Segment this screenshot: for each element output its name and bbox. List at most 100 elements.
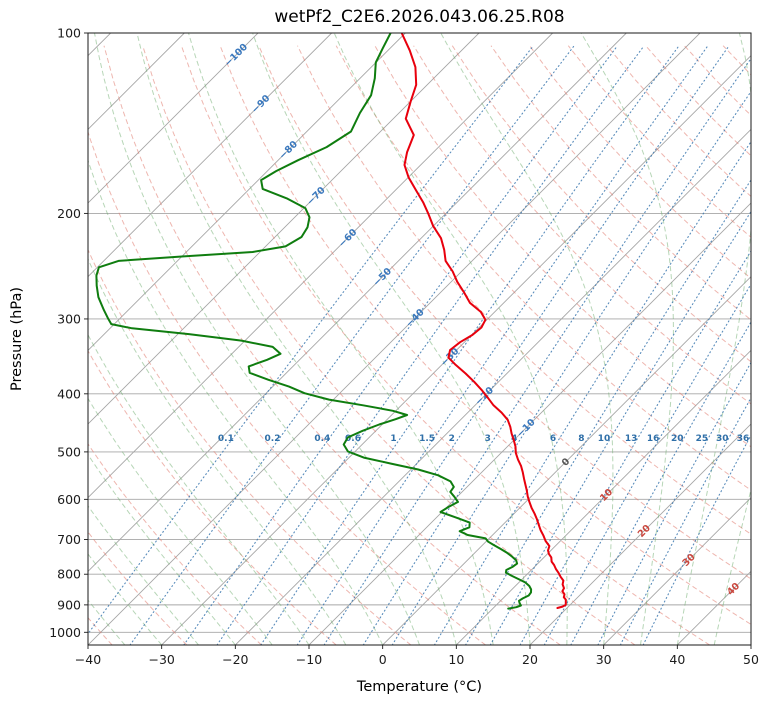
mixing-ratio-label: 1.5 bbox=[419, 434, 435, 444]
isotherm-label: −70 bbox=[305, 185, 328, 208]
dry-adiabat-line bbox=[258, 45, 751, 580]
isotherm-line bbox=[88, 33, 406, 351]
isotherm-line bbox=[308, 202, 751, 645]
isotherm-line bbox=[88, 33, 259, 204]
mixing-ratio-label: 0.4 bbox=[314, 434, 330, 444]
dry-adiabat-line bbox=[88, 349, 337, 645]
y-axis-label: Pressure (hPa) bbox=[9, 287, 25, 391]
isotherm-line bbox=[603, 497, 751, 645]
isotherm-label: 40 bbox=[725, 581, 742, 598]
mixing-ratio-label: 13 bbox=[625, 434, 638, 444]
mixing-ratio-line bbox=[88, 45, 534, 635]
mixing-ratio-label: 0.2 bbox=[265, 434, 281, 444]
isotherm-line bbox=[750, 644, 751, 645]
mixing-ratio-line bbox=[296, 45, 709, 645]
mixing-ratio-line bbox=[183, 45, 619, 645]
y-tick-label: 700 bbox=[57, 532, 81, 547]
y-tick-label: 200 bbox=[57, 206, 81, 221]
axis-frame bbox=[87, 32, 752, 646]
moist-adiabat-line bbox=[713, 487, 751, 645]
mixing-ratio-label: 2 bbox=[449, 434, 455, 444]
mixing-ratio-label: 16 bbox=[647, 434, 660, 444]
temperature-line bbox=[400, 33, 567, 609]
mixing-ratio-label: 30 bbox=[716, 434, 729, 444]
mixing-ratio-label: 6 bbox=[550, 434, 556, 444]
isotherm-line bbox=[677, 570, 751, 645]
mixing-ratio-line bbox=[597, 361, 751, 645]
sounding-profiles bbox=[95, 33, 567, 610]
mixing-ratio-line bbox=[642, 433, 751, 645]
mixing-ratio-line bbox=[362, 57, 751, 645]
dry-adiabat-line bbox=[413, 45, 751, 405]
x-tick-label: −40 bbox=[75, 652, 101, 667]
isotherm-label: −90 bbox=[250, 93, 273, 116]
dry-adiabat-line bbox=[335, 45, 751, 491]
isotherm-line bbox=[88, 33, 701, 645]
mixing-ratio-line bbox=[464, 179, 751, 645]
mixing-ratio-line bbox=[129, 45, 575, 645]
axes: −40 −30 −20 −10 0 10 20 30 40 5010020030040050060… bbox=[9, 7, 759, 695]
isotherm-label: −60 bbox=[337, 227, 360, 250]
plot-labels: −100−90−80−70−60−50−40−30−20−10010203040… bbox=[218, 41, 749, 598]
x-tick-label: 50 bbox=[743, 652, 759, 667]
mixing-ratio-label: 0.6 bbox=[345, 434, 361, 444]
moist-adiabat-line bbox=[88, 257, 347, 645]
moist-adiabat-line bbox=[88, 333, 310, 645]
moist-adiabat-line bbox=[88, 453, 236, 645]
mixing-ratio-line bbox=[543, 283, 751, 645]
dry-adiabat-line bbox=[103, 45, 561, 645]
x-tick-label: 0 bbox=[379, 652, 387, 667]
moist-adiabat-line bbox=[676, 33, 751, 645]
isotherm-line bbox=[88, 33, 332, 278]
isotherm-label: 0 bbox=[560, 456, 573, 469]
x-tick-label: 30 bbox=[596, 652, 612, 667]
mixing-ratio-label: 25 bbox=[696, 434, 709, 444]
isotherm-line bbox=[88, 33, 185, 130]
y-tick-label: 500 bbox=[57, 444, 81, 459]
isotherm-label: −80 bbox=[277, 139, 300, 162]
isotherm-line bbox=[88, 33, 627, 572]
dewpoint-line bbox=[95, 33, 533, 610]
moist-adiabat-line bbox=[440, 33, 614, 645]
moist-adiabat-line bbox=[136, 33, 457, 645]
isotherm-label: −40 bbox=[404, 307, 427, 330]
y-tick-label: 100 bbox=[57, 26, 81, 41]
mixing-ratio-label: 8 bbox=[578, 434, 584, 444]
dry-adiabat-line bbox=[219, 45, 751, 625]
mixing-ratio-label: 36 bbox=[737, 434, 750, 444]
mixing-ratio-label: 20 bbox=[671, 434, 684, 444]
moist-adiabat-line bbox=[333, 33, 568, 645]
dry-adiabat-line bbox=[374, 45, 751, 448]
dry-adiabat-line bbox=[490, 45, 751, 321]
mixing-ratio-line bbox=[216, 45, 645, 645]
isotherm-line bbox=[161, 55, 751, 645]
isotherm-line bbox=[529, 423, 751, 645]
mixing-ratio-line bbox=[489, 210, 751, 645]
mixing-ratio-label: 3 bbox=[485, 434, 491, 444]
dry-adiabat-line bbox=[88, 531, 188, 645]
y-tick-label: 400 bbox=[57, 386, 81, 401]
mixing-ratio-line bbox=[519, 250, 751, 645]
isotherm-line bbox=[88, 33, 480, 425]
mixing-ratio-label: 0.1 bbox=[218, 434, 234, 444]
isotherm-label: −10 bbox=[515, 417, 538, 440]
dry-adiabat-line bbox=[142, 45, 636, 645]
y-tick-label: 300 bbox=[57, 311, 81, 326]
plot-background bbox=[88, 33, 751, 645]
mixing-ratio-label: 1 bbox=[390, 434, 396, 444]
dry-adiabat-line bbox=[88, 248, 412, 645]
isotherm-label: −100 bbox=[223, 41, 251, 69]
moist-adiabat-line bbox=[580, 33, 674, 645]
mixing-ratio-line bbox=[433, 140, 751, 645]
mixing-ratio-label: 10 bbox=[598, 434, 611, 444]
isotherm-line bbox=[235, 128, 751, 645]
x-tick-label: −30 bbox=[148, 652, 174, 667]
mixing-ratio-line bbox=[260, 45, 680, 645]
isotherm-line bbox=[456, 349, 751, 645]
x-axis-label: Temperature (°C) bbox=[356, 679, 482, 695]
mixing-ratio-line bbox=[570, 321, 751, 645]
dry-adiabat-line bbox=[88, 442, 262, 645]
moist-adiabat-line bbox=[88, 158, 384, 645]
